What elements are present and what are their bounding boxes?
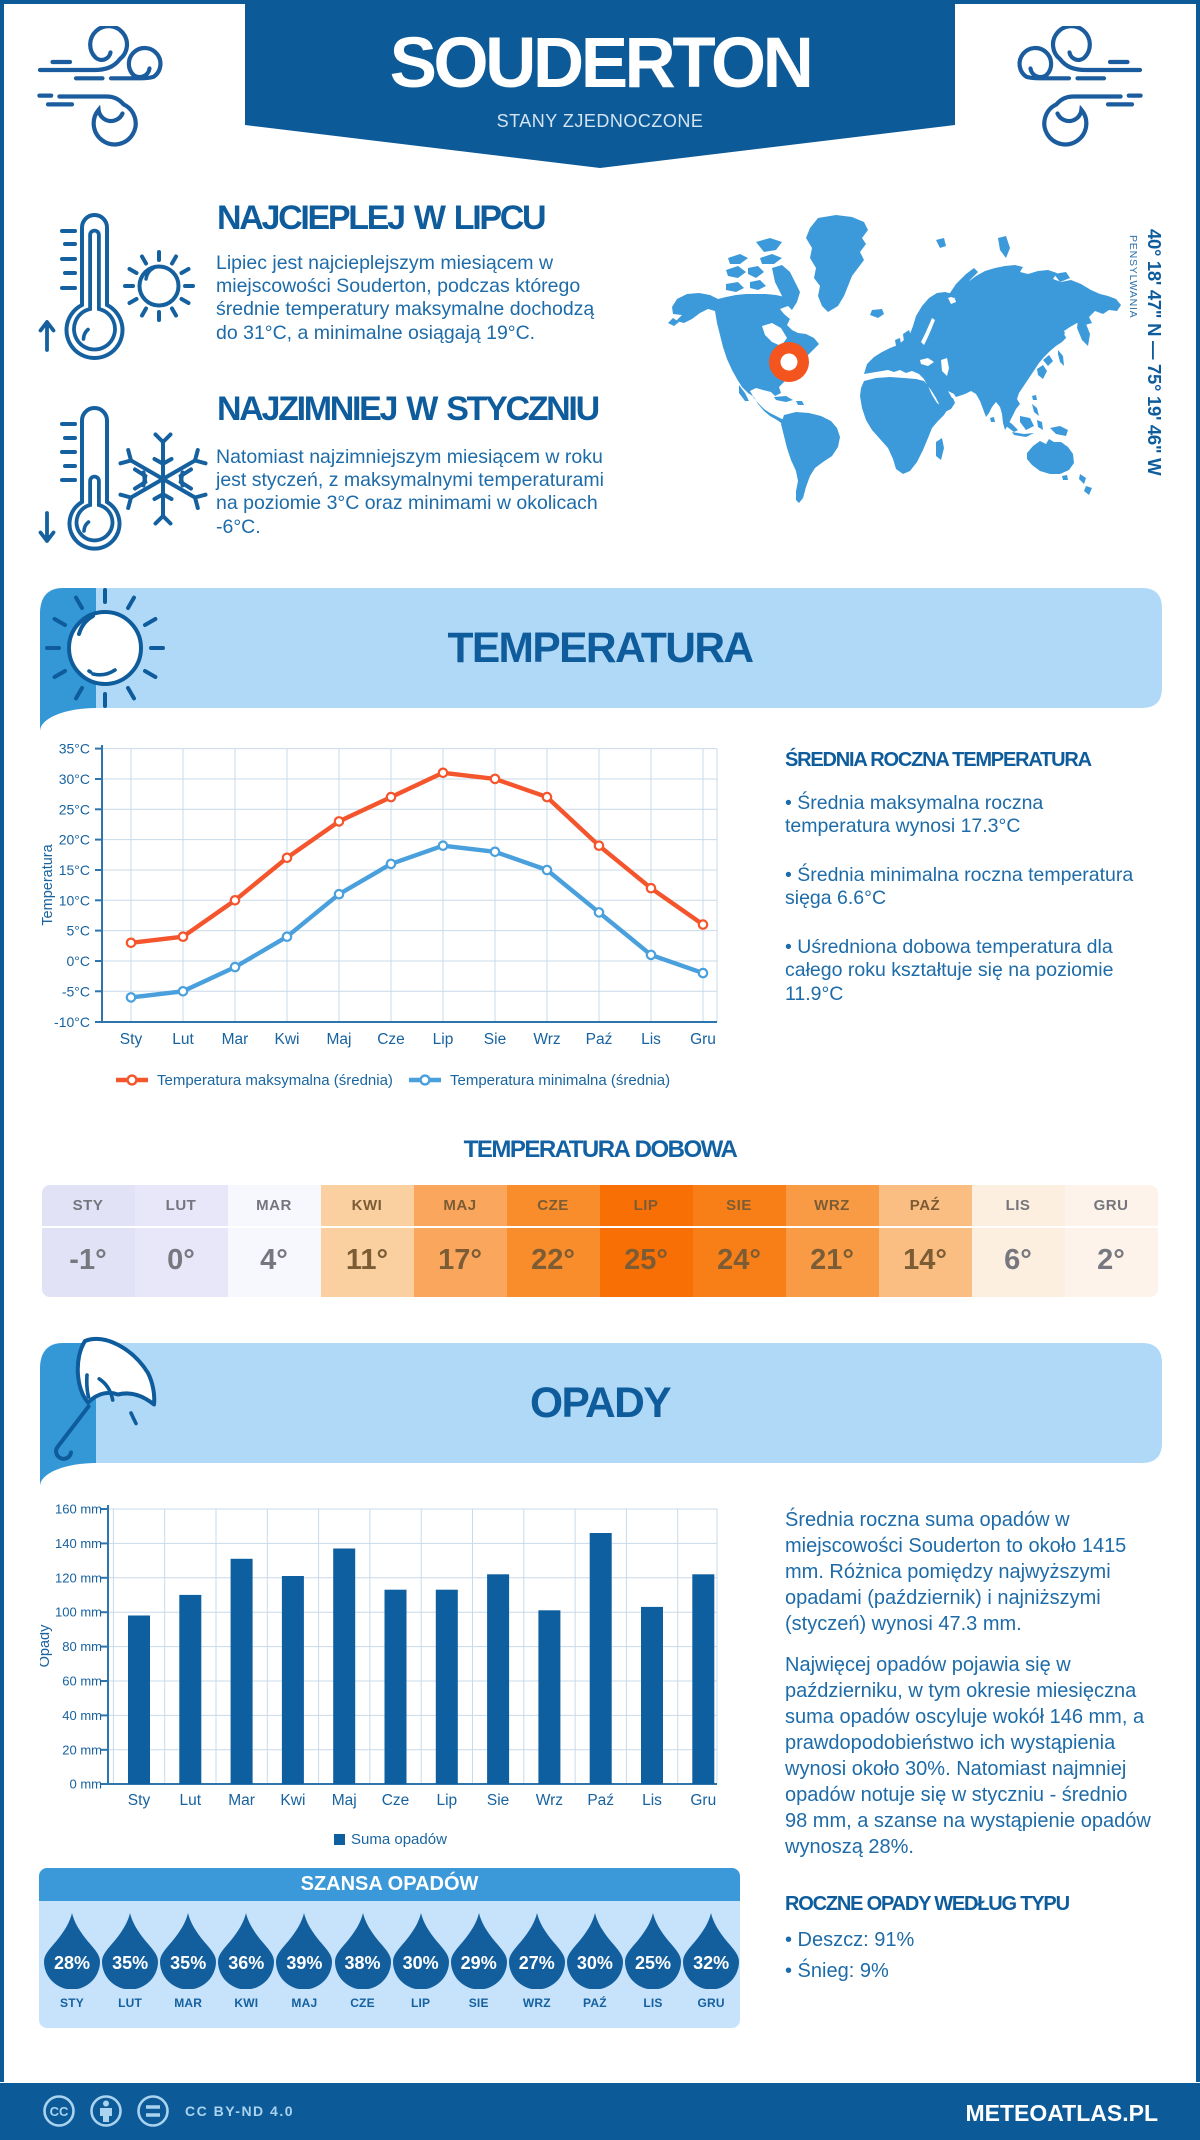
svg-text:CC: CC [50, 2104, 69, 2119]
svg-text:Lut: Lut [180, 1792, 202, 1809]
svg-text:-10°C: -10°C [54, 1014, 90, 1030]
svg-text:Lis: Lis [642, 1792, 662, 1809]
svg-text:0 mm: 0 mm [70, 1777, 103, 1792]
svg-text:Wrz: Wrz [536, 1792, 563, 1809]
svg-text:Suma opadów: Suma opadów [351, 1831, 447, 1848]
svg-text:100 mm: 100 mm [55, 1605, 102, 1620]
svg-text:Opady: Opady [40, 1624, 53, 1667]
svg-text:Paź: Paź [586, 1031, 613, 1048]
svg-text:30°C: 30°C [59, 771, 90, 787]
svg-text:15°C: 15°C [59, 862, 90, 878]
svg-text:Sty: Sty [128, 1792, 151, 1809]
svg-text:-5°C: -5°C [62, 983, 90, 999]
svg-text:Temperatura minimalna (średnia: Temperatura minimalna (średnia) [450, 1072, 670, 1089]
svg-text:Mar: Mar [222, 1031, 249, 1048]
svg-text:Lis: Lis [641, 1031, 661, 1048]
svg-text:Gru: Gru [690, 1792, 716, 1809]
svg-text:140 mm: 140 mm [55, 1536, 102, 1551]
svg-text:Kwi: Kwi [280, 1792, 305, 1809]
svg-text:Kwi: Kwi [275, 1031, 300, 1048]
svg-text:40 mm: 40 mm [62, 1708, 102, 1723]
svg-text:25°C: 25°C [59, 801, 90, 817]
svg-text:Cze: Cze [377, 1031, 405, 1048]
svg-text:80 mm: 80 mm [62, 1639, 102, 1654]
svg-text:20 mm: 20 mm [62, 1742, 102, 1757]
svg-text:Cze: Cze [382, 1792, 410, 1809]
svg-text:Lip: Lip [436, 1792, 457, 1809]
svg-text:160 mm: 160 mm [55, 1502, 102, 1517]
svg-text:60 mm: 60 mm [62, 1674, 102, 1689]
svg-text:35°C: 35°C [59, 741, 90, 757]
svg-text:Gru: Gru [690, 1031, 716, 1048]
svg-text:0°C: 0°C [67, 953, 91, 969]
svg-text:Sie: Sie [487, 1792, 509, 1809]
svg-text:Maj: Maj [332, 1792, 357, 1809]
svg-text:Temperatura maksymalna (średni: Temperatura maksymalna (średnia) [157, 1072, 393, 1089]
svg-text:Lip: Lip [433, 1031, 454, 1048]
svg-text:Temperatura: Temperatura [40, 843, 56, 925]
svg-text:Paź: Paź [587, 1792, 614, 1809]
svg-text:10°C: 10°C [59, 892, 90, 908]
svg-text:Sie: Sie [484, 1031, 506, 1048]
svg-text:Mar: Mar [228, 1792, 255, 1809]
svg-text:Wrz: Wrz [533, 1031, 560, 1048]
svg-text:120 mm: 120 mm [55, 1570, 102, 1585]
svg-text:20°C: 20°C [59, 832, 90, 848]
svg-text:Maj: Maj [327, 1031, 352, 1048]
svg-text:Sty: Sty [120, 1031, 143, 1048]
svg-text:5°C: 5°C [67, 923, 91, 939]
svg-text:Lut: Lut [172, 1031, 194, 1048]
